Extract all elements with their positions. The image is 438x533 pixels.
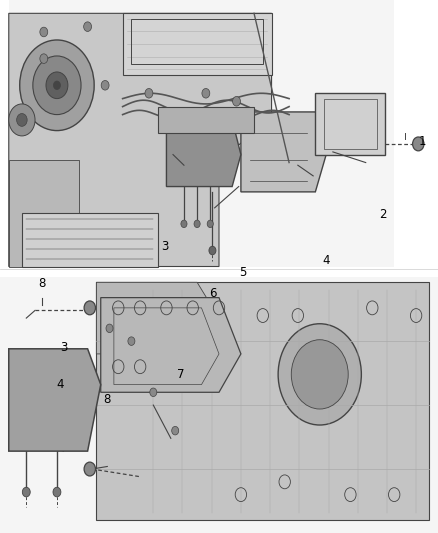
Circle shape (207, 220, 213, 228)
Text: 6: 6 (208, 287, 216, 300)
Polygon shape (96, 282, 241, 354)
Text: 5: 5 (239, 266, 246, 279)
Circle shape (413, 137, 424, 151)
Circle shape (40, 54, 48, 63)
Circle shape (17, 114, 27, 126)
Text: 3: 3 (161, 240, 169, 253)
Circle shape (172, 426, 179, 435)
Text: 8: 8 (38, 278, 45, 290)
Circle shape (53, 487, 61, 497)
Text: 2: 2 (379, 208, 386, 221)
Polygon shape (0, 277, 438, 533)
Polygon shape (22, 213, 158, 266)
Polygon shape (166, 120, 241, 187)
Circle shape (9, 104, 35, 136)
Polygon shape (123, 13, 272, 75)
Text: 3: 3 (60, 341, 68, 354)
Circle shape (202, 88, 210, 98)
Polygon shape (9, 0, 394, 266)
Polygon shape (158, 107, 254, 133)
Circle shape (209, 246, 216, 255)
Text: 1: 1 (418, 135, 426, 148)
Text: 8: 8 (104, 393, 111, 406)
Circle shape (150, 388, 157, 397)
Text: 4: 4 (322, 254, 329, 266)
Circle shape (233, 96, 240, 106)
Circle shape (53, 81, 60, 90)
Circle shape (33, 56, 81, 115)
Circle shape (84, 301, 95, 315)
Polygon shape (101, 297, 241, 392)
Circle shape (291, 340, 348, 409)
Circle shape (101, 80, 109, 90)
Circle shape (84, 462, 95, 476)
Circle shape (278, 324, 361, 425)
Circle shape (46, 72, 68, 99)
Circle shape (84, 22, 92, 31)
Circle shape (128, 337, 135, 345)
Circle shape (194, 220, 200, 228)
Polygon shape (96, 282, 429, 520)
Circle shape (22, 487, 30, 497)
Circle shape (40, 27, 48, 37)
Text: 7: 7 (177, 368, 185, 381)
Polygon shape (9, 349, 101, 451)
Polygon shape (315, 93, 385, 155)
Circle shape (106, 324, 113, 333)
Circle shape (181, 220, 187, 228)
Circle shape (20, 40, 94, 131)
Text: 4: 4 (56, 378, 64, 391)
Polygon shape (241, 112, 328, 192)
Circle shape (145, 88, 153, 98)
Polygon shape (9, 160, 79, 266)
Polygon shape (9, 13, 272, 266)
